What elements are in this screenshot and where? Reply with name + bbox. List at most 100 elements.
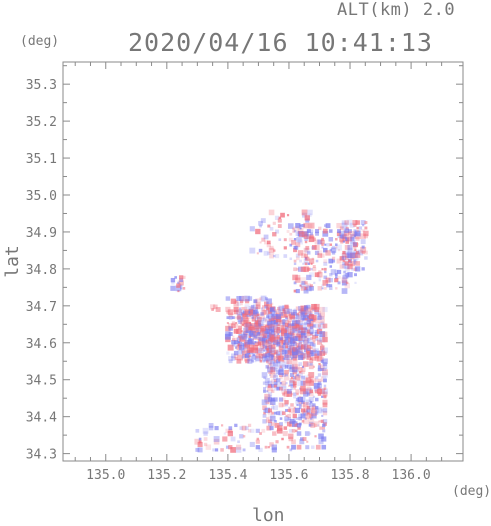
data-point bbox=[302, 437, 307, 441]
data-point bbox=[311, 413, 317, 419]
data-point bbox=[301, 370, 305, 375]
data-point bbox=[303, 391, 309, 397]
data-point bbox=[305, 399, 312, 405]
data-point bbox=[356, 250, 360, 255]
x-tick-label: 135.8 bbox=[330, 468, 369, 483]
data-point bbox=[275, 327, 282, 334]
data-point bbox=[336, 244, 342, 251]
data-point bbox=[251, 355, 257, 360]
data-point bbox=[261, 337, 266, 342]
data-point bbox=[252, 342, 256, 346]
data-point bbox=[337, 234, 341, 239]
data-point bbox=[298, 330, 303, 336]
x-axis-label: lon bbox=[252, 505, 285, 526]
data-point bbox=[281, 385, 287, 392]
data-point bbox=[277, 224, 282, 228]
data-point bbox=[322, 399, 328, 405]
data-point bbox=[261, 309, 267, 315]
data-point bbox=[315, 329, 319, 333]
data-point bbox=[323, 247, 328, 253]
data-point bbox=[222, 436, 228, 442]
data-point bbox=[296, 323, 300, 327]
data-point bbox=[295, 350, 300, 354]
data-point bbox=[306, 386, 311, 391]
data-point bbox=[274, 422, 280, 428]
data-point bbox=[307, 315, 311, 318]
data-point bbox=[259, 313, 265, 320]
axis-ticks: 135.0 135.2 135.4 135.6 135.8 136.0 34.3 34.4 34… bbox=[26, 62, 463, 483]
data-point bbox=[354, 230, 361, 237]
data-point bbox=[265, 381, 269, 385]
data-point bbox=[225, 331, 231, 337]
data-point bbox=[317, 315, 322, 320]
data-point bbox=[269, 415, 276, 422]
data-point bbox=[330, 247, 337, 253]
data-point bbox=[274, 253, 280, 259]
data-point bbox=[322, 419, 328, 424]
data-point bbox=[317, 313, 322, 317]
data-point bbox=[231, 343, 235, 347]
data-point bbox=[308, 372, 315, 378]
data-point bbox=[306, 392, 311, 396]
data-point bbox=[315, 406, 319, 410]
data-point bbox=[341, 233, 347, 239]
data-point bbox=[233, 301, 239, 307]
data-point bbox=[331, 259, 336, 263]
data-point bbox=[285, 318, 289, 321]
data-point bbox=[293, 395, 297, 399]
data-point bbox=[347, 261, 353, 267]
data-point bbox=[238, 320, 242, 324]
data-point bbox=[335, 246, 338, 249]
data-point bbox=[349, 230, 355, 236]
data-point bbox=[285, 382, 288, 385]
data-point bbox=[277, 337, 280, 340]
data-point bbox=[234, 299, 238, 303]
data-point bbox=[313, 281, 316, 284]
data-point bbox=[262, 310, 267, 315]
data-point bbox=[182, 275, 186, 280]
data-point bbox=[308, 320, 314, 326]
data-point bbox=[268, 362, 272, 366]
data-point bbox=[252, 304, 258, 310]
data-point bbox=[282, 403, 286, 407]
data-point bbox=[261, 330, 268, 336]
data-point bbox=[213, 436, 220, 442]
data-point bbox=[308, 405, 314, 411]
data-point bbox=[276, 329, 281, 334]
data-point bbox=[270, 341, 273, 344]
data-point bbox=[321, 436, 327, 442]
y-tick-label: 35.2 bbox=[26, 115, 57, 130]
data-point bbox=[322, 323, 328, 329]
data-point bbox=[311, 350, 317, 357]
data-point bbox=[323, 267, 327, 271]
data-point bbox=[308, 314, 315, 320]
data-point bbox=[286, 358, 293, 365]
data-point bbox=[314, 272, 320, 278]
data-point bbox=[301, 412, 305, 415]
data-point bbox=[314, 332, 319, 337]
data-point bbox=[243, 330, 248, 336]
data-point bbox=[308, 328, 314, 334]
data-point bbox=[322, 410, 328, 416]
data-point bbox=[269, 307, 274, 312]
data-point bbox=[324, 270, 327, 274]
data-point bbox=[273, 349, 279, 355]
data-point bbox=[262, 405, 267, 410]
data-point bbox=[234, 423, 238, 428]
data-point bbox=[273, 341, 279, 347]
data-point bbox=[271, 447, 277, 453]
data-point bbox=[267, 320, 273, 326]
data-point bbox=[293, 312, 297, 316]
data-point bbox=[265, 327, 268, 330]
data-point bbox=[349, 222, 355, 228]
data-point bbox=[243, 319, 248, 325]
data-point bbox=[262, 333, 268, 339]
data-point bbox=[291, 363, 298, 370]
data-point bbox=[240, 319, 246, 325]
data-point bbox=[260, 309, 264, 313]
data-point bbox=[285, 373, 288, 377]
data-point bbox=[281, 411, 286, 415]
data-point bbox=[335, 237, 338, 241]
data-point bbox=[249, 247, 256, 254]
data-point bbox=[312, 348, 316, 353]
